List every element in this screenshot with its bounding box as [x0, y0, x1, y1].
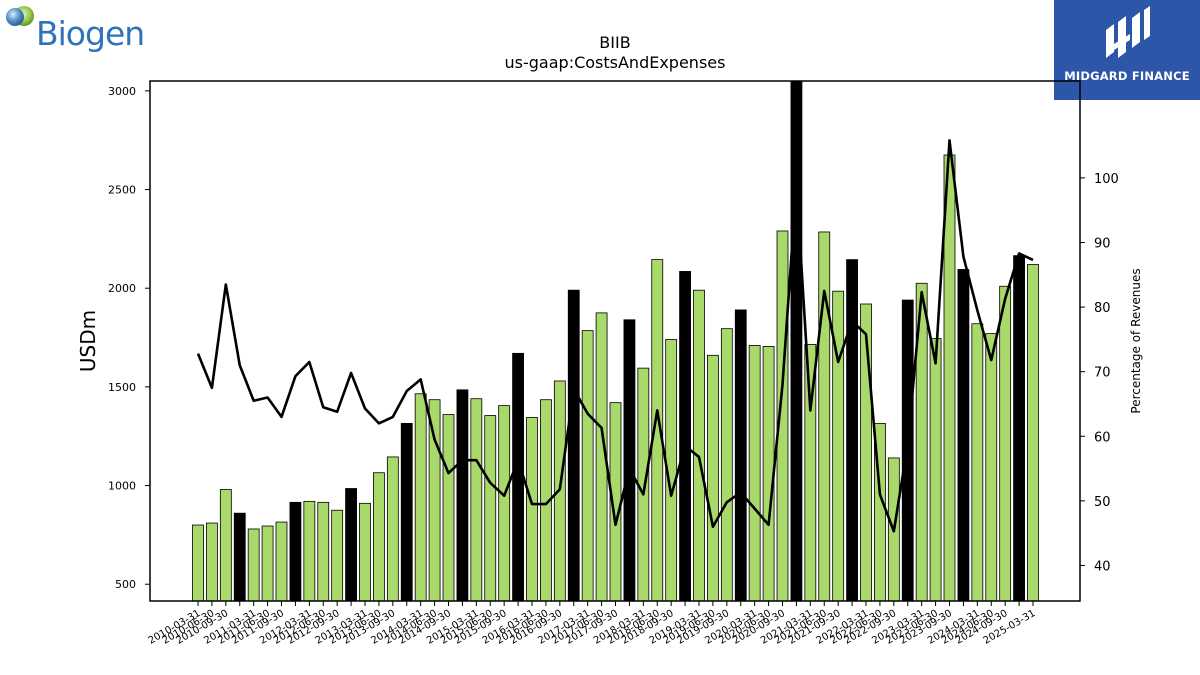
y2-tick-label: 50 — [1094, 495, 1111, 510]
y2-axis-label: Percentage of Revenues — [1129, 268, 1143, 413]
bar — [289, 501, 302, 602]
bar — [386, 456, 399, 602]
bar — [581, 330, 594, 602]
bar — [693, 289, 705, 602]
bar — [400, 422, 413, 602]
bars-layer — [192, 80, 1039, 602]
bar — [275, 521, 288, 602]
bar — [985, 333, 998, 602]
bar — [957, 269, 970, 602]
bar — [999, 285, 1012, 602]
biogen-sphere-icon — [6, 6, 34, 26]
bar — [623, 319, 636, 602]
left-axis: 500 1000 1500 2000 2500 3000 — [108, 85, 150, 591]
y2-tick-label: 90 — [1094, 236, 1111, 251]
y-tick-label: 3000 — [108, 85, 136, 98]
series-line-percentage — [196, 139, 1034, 533]
biogen-wordmark: Biogen — [36, 14, 145, 53]
bar — [303, 500, 316, 602]
midgard-wordmark: MIDGARD FINANCE — [1064, 69, 1190, 83]
bar — [1027, 264, 1039, 602]
midgard-finance-logo: MIDGARD FINANCE — [1054, 0, 1200, 100]
y2-tick-label: 40 — [1094, 559, 1111, 574]
bar — [929, 338, 942, 602]
bar — [442, 414, 455, 602]
y2-tick-label: 70 — [1094, 366, 1111, 381]
bar — [512, 352, 524, 602]
bar — [247, 528, 260, 602]
bar — [526, 417, 538, 602]
y-tick-label: 2000 — [108, 282, 136, 295]
y-axis-label: USDm — [76, 310, 100, 372]
bar — [971, 323, 984, 602]
bar — [359, 502, 371, 602]
y-tick-label: 500 — [115, 578, 136, 591]
bar — [484, 415, 497, 602]
bar — [233, 512, 246, 602]
y2-tick-label: 80 — [1094, 301, 1111, 316]
bar — [498, 405, 511, 602]
bar — [345, 488, 357, 602]
x-axis: 2010-03-312010-06-302010-09-302011-03-31… — [147, 601, 1038, 647]
bar — [734, 309, 747, 602]
bar — [748, 345, 761, 602]
y2-tick-label: 60 — [1094, 430, 1111, 445]
bar — [1013, 255, 1025, 602]
bar — [317, 501, 330, 602]
bar — [414, 393, 427, 602]
bar — [428, 399, 441, 602]
bar — [790, 80, 803, 602]
chart-subtitle: us-gaap:CostsAndExpenses — [505, 53, 726, 72]
y-tick-label: 1500 — [108, 381, 136, 394]
bar — [261, 525, 274, 602]
bar — [470, 398, 483, 602]
bar — [192, 524, 204, 602]
bar — [720, 328, 733, 602]
y2-tick-label: 100 — [1094, 172, 1119, 187]
bar — [206, 522, 218, 602]
line-layer — [196, 139, 1034, 533]
biogen-logo: Biogen — [4, 4, 154, 54]
bar — [219, 489, 232, 602]
bar — [818, 231, 831, 602]
bar — [846, 259, 858, 602]
bar — [707, 354, 719, 602]
right-axis: 40 50 60 70 80 90 100 — [1080, 172, 1119, 574]
midgard-emblem-icon — [1106, 6, 1150, 58]
bar — [331, 509, 344, 602]
bar — [373, 472, 385, 602]
chart-title: BIIB — [599, 33, 630, 52]
y-tick-label: 1000 — [108, 480, 136, 493]
y-tick-label: 2500 — [108, 184, 136, 197]
bar — [679, 271, 691, 602]
bar — [456, 389, 469, 602]
bar — [567, 289, 580, 602]
